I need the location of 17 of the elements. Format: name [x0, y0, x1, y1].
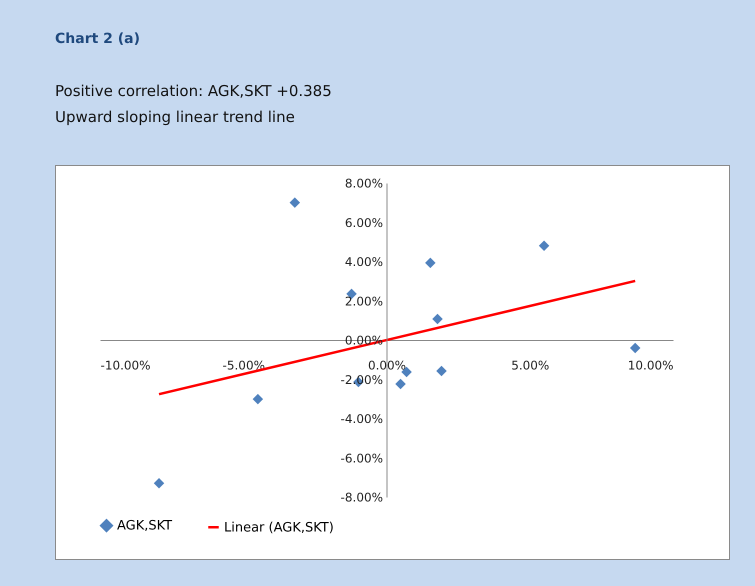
x-tick-label: 10.00%: [628, 358, 674, 372]
chart-subtitle: Positive correlation: AGK,SKT +0.385 Upward sloping linear trend line: [55, 82, 332, 126]
y-tick-label: 2.00%: [344, 294, 383, 308]
y-tick-label: 6.00%: [344, 216, 383, 230]
chart-title: Chart 2 (a): [55, 31, 140, 47]
y-tick-label: 4.00%: [344, 255, 383, 269]
x-tick-label: -10.00%: [100, 358, 151, 372]
y-tick-label: 8.00%: [344, 176, 383, 190]
x-tick-label: -5.00%: [222, 358, 265, 372]
legend-label: Linear (AGK,SKT): [224, 520, 334, 536]
x-tick-label: 0.00%: [368, 358, 406, 372]
legend-label: AGK,SKT: [117, 518, 172, 534]
x-tick-label: 5.00%: [511, 358, 550, 372]
y-tick-label: -4.00%: [340, 412, 383, 426]
y-tick-label: 0.00%: [344, 334, 383, 348]
y-tick-label: -6.00%: [340, 451, 383, 466]
y-tick-label: -8.00%: [340, 490, 383, 504]
